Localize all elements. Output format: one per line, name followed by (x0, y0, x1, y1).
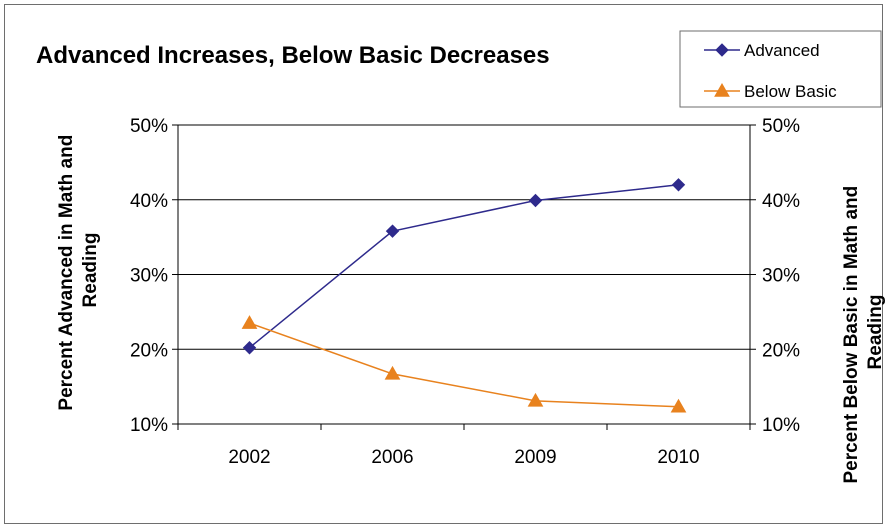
y-axis-right-title-line-1: Percent Below Basic in Math and (841, 186, 862, 484)
y-tick-label-right: 30% (762, 266, 800, 287)
x-tick-label: 2002 (228, 447, 270, 468)
x-tick-label: 2006 (371, 447, 413, 468)
legend-label: Advanced (744, 41, 820, 60)
tick-labels: 10% 10% 20% 20% 30% 30% 40% 40% 50% 50% 2002 2006 20… (130, 116, 800, 468)
y-tick-label-right: 50% (762, 116, 800, 137)
y-tick-label-right: 20% (762, 340, 800, 361)
y-tick-label-left: 20% (130, 340, 168, 361)
y-axis-left-title-line-1: Percent Advanced in Math and (56, 135, 77, 411)
x-tick-label: 2009 (514, 447, 556, 468)
y-tick-label-left: 30% (130, 266, 168, 287)
y-axis-left-title: Percent Advanced in Math and Reading (56, 129, 101, 410)
chart-title: Advanced Increases, Below Basic Decrease… (36, 42, 550, 69)
y-axis-right-title: Percent Below Basic in Math and Reading (841, 180, 886, 483)
data-point (386, 367, 400, 379)
y-tick-label-right: 10% (762, 415, 800, 436)
legend: Advanced Below Basic (680, 31, 881, 107)
y-tick-label-left: 50% (130, 116, 168, 137)
data-point (530, 194, 542, 206)
chart: Advanced Increases, Below Basic Decrease… (0, 0, 889, 504)
y-axis-left-title-line-2: Reading (80, 233, 101, 308)
series-line (250, 185, 679, 348)
data-point (243, 316, 257, 328)
series (243, 179, 686, 412)
series-advanced (244, 179, 685, 354)
x-tick-label: 2010 (657, 447, 699, 468)
y-axis-right-title-line-2: Reading (865, 295, 886, 370)
gridlines (178, 125, 750, 349)
series-line (250, 323, 679, 407)
y-tick-label-right: 40% (762, 191, 800, 212)
legend-label: Below Basic (744, 82, 837, 101)
data-point (673, 179, 685, 191)
y-tick-label-left: 40% (130, 191, 168, 212)
series-below-basic (243, 316, 686, 412)
y-tick-label-left: 10% (130, 415, 168, 436)
axes (172, 125, 756, 430)
